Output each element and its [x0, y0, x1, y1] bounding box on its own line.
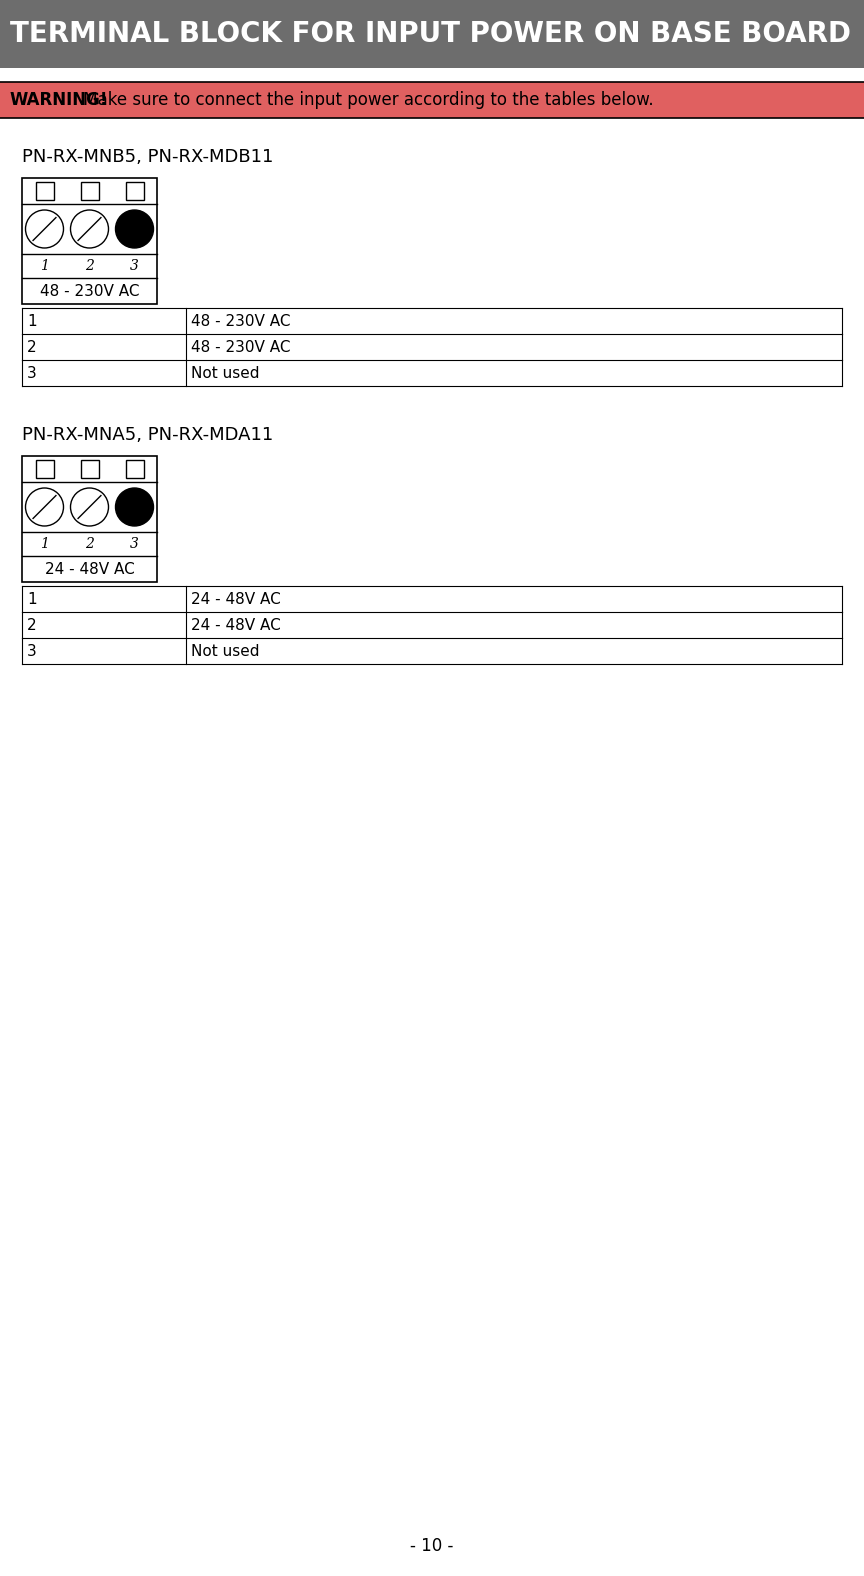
Text: TERMINAL BLOCK FOR INPUT POWER ON BASE BOARD: TERMINAL BLOCK FOR INPUT POWER ON BASE B…	[10, 20, 851, 47]
Text: 1: 1	[27, 591, 36, 607]
Circle shape	[116, 489, 154, 526]
Text: Make sure to connect the input power according to the tables below.: Make sure to connect the input power acc…	[78, 91, 654, 109]
Circle shape	[71, 489, 109, 526]
Text: Not used: Not used	[191, 643, 259, 659]
Circle shape	[116, 210, 154, 247]
Text: 24 - 48V AC: 24 - 48V AC	[45, 561, 135, 577]
Text: PN-RX-MNB5, PN-RX-MDB11: PN-RX-MNB5, PN-RX-MDB11	[22, 148, 273, 165]
Text: 3: 3	[130, 258, 139, 273]
Text: 48 - 230V AC: 48 - 230V AC	[191, 314, 290, 328]
Bar	[80, 181, 98, 200]
Bar	[35, 181, 54, 200]
Text: WARNING!: WARNING!	[10, 91, 109, 109]
Text: 48 - 230V AC: 48 - 230V AC	[191, 339, 290, 355]
Text: 2: 2	[27, 618, 36, 632]
Bar	[22, 178, 157, 304]
Text: PN-RX-MNA5, PN-RX-MDA11: PN-RX-MNA5, PN-RX-MDA11	[22, 426, 273, 444]
Text: - 10 -: - 10 -	[410, 1537, 454, 1556]
Circle shape	[71, 210, 109, 247]
Text: 2: 2	[27, 339, 36, 355]
Text: 24 - 48V AC: 24 - 48V AC	[191, 618, 281, 632]
Circle shape	[26, 489, 63, 526]
Bar	[125, 460, 143, 478]
Bar	[0, 0, 864, 68]
Text: 2: 2	[85, 537, 94, 552]
Text: 3: 3	[27, 643, 37, 659]
Bar	[35, 460, 54, 478]
Text: Not used: Not used	[191, 366, 259, 380]
Text: 48 - 230V AC: 48 - 230V AC	[40, 284, 139, 298]
Text: 1: 1	[40, 258, 49, 273]
Text: 3: 3	[130, 537, 139, 552]
Bar	[0, 82, 864, 118]
Text: 2: 2	[85, 258, 94, 273]
Circle shape	[26, 210, 63, 247]
Text: 1: 1	[27, 314, 36, 328]
Text: 1: 1	[40, 537, 49, 552]
Bar	[22, 455, 157, 582]
Text: 24 - 48V AC: 24 - 48V AC	[191, 591, 281, 607]
Bar	[125, 181, 143, 200]
Text: 3: 3	[27, 366, 37, 380]
Bar	[80, 460, 98, 478]
